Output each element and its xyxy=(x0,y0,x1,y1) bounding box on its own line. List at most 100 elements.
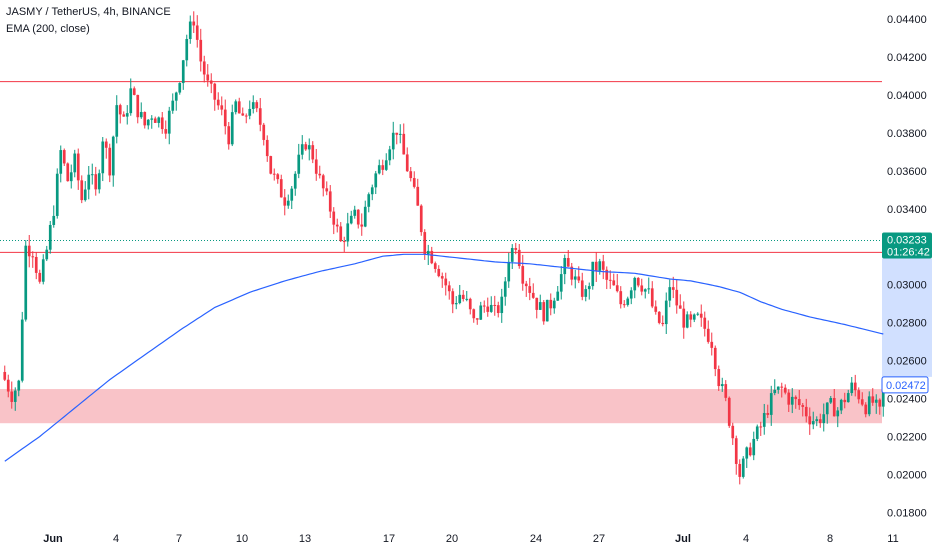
candle-body[interactable] xyxy=(290,188,294,201)
candle-body[interactable] xyxy=(556,291,560,301)
candle-body[interactable] xyxy=(388,149,392,161)
candle-body[interactable] xyxy=(188,21,192,39)
time-axis[interactable]: Jun 4 7 10 13 17 20 24 27 Jul 4 8 11 xyxy=(43,533,898,545)
candle-body[interactable] xyxy=(206,74,210,81)
candle-body[interactable] xyxy=(59,150,63,174)
candle-body[interactable] xyxy=(192,21,196,26)
candle-body[interactable] xyxy=(328,191,332,212)
candle-body[interactable] xyxy=(104,141,108,148)
candle-body[interactable] xyxy=(580,280,584,297)
candle-body[interactable] xyxy=(293,173,297,189)
candle-body[interactable] xyxy=(671,287,675,290)
candle-body[interactable] xyxy=(360,224,364,227)
candle-body[interactable] xyxy=(41,259,45,282)
candle-body[interactable] xyxy=(664,300,668,325)
candle-body[interactable] xyxy=(612,280,616,286)
candle-body[interactable] xyxy=(542,302,546,322)
candle-body[interactable] xyxy=(755,426,759,439)
candle-body[interactable] xyxy=(265,139,269,157)
candle-body[interactable] xyxy=(591,261,595,287)
candle-body[interactable] xyxy=(647,288,651,290)
candle-body[interactable] xyxy=(685,314,689,328)
candle-body[interactable] xyxy=(185,38,189,61)
candle-body[interactable] xyxy=(692,314,696,320)
candle-body[interactable] xyxy=(437,268,441,277)
candle-body[interactable] xyxy=(52,215,56,225)
candle-body[interactable] xyxy=(440,276,444,279)
candle-body[interactable] xyxy=(13,390,17,402)
candle-body[interactable] xyxy=(598,261,602,271)
candle-body[interactable] xyxy=(528,286,532,293)
candle-body[interactable] xyxy=(139,112,143,118)
candle-body[interactable] xyxy=(146,119,150,126)
candle-body[interactable] xyxy=(227,126,231,145)
candle-body[interactable] xyxy=(843,399,847,403)
candle-body[interactable] xyxy=(500,296,504,314)
candle-body[interactable] xyxy=(461,294,465,299)
candle-body[interactable] xyxy=(811,421,815,425)
candle-body[interactable] xyxy=(563,258,567,275)
candle-body[interactable] xyxy=(129,88,133,114)
candle-body[interactable] xyxy=(797,399,801,406)
candle-body[interactable] xyxy=(633,277,637,291)
candle-body[interactable] xyxy=(199,39,203,62)
candle-body[interactable] xyxy=(689,314,693,320)
candle-body[interactable] xyxy=(524,283,528,287)
candle-body[interactable] xyxy=(626,298,630,305)
candle-body[interactable] xyxy=(615,285,619,292)
candle-body[interactable] xyxy=(318,173,322,176)
candle-body[interactable] xyxy=(3,371,7,380)
candle-body[interactable] xyxy=(668,287,672,301)
candle-body[interactable] xyxy=(412,178,416,187)
candle-body[interactable] xyxy=(881,382,885,407)
candle-body[interactable] xyxy=(398,133,402,135)
candle-body[interactable] xyxy=(353,209,357,216)
candle-body[interactable] xyxy=(475,318,479,320)
candle-body[interactable] xyxy=(136,94,140,118)
candle-body[interactable] xyxy=(731,425,735,439)
candle-body[interactable] xyxy=(584,289,588,297)
candle-body[interactable] xyxy=(269,156,273,174)
candle-body[interactable] xyxy=(706,328,710,342)
candle-body[interactable] xyxy=(482,305,486,307)
candle-body[interactable] xyxy=(244,115,248,117)
candle-body[interactable] xyxy=(804,406,808,417)
candle-body[interactable] xyxy=(699,313,703,318)
candle-body[interactable] xyxy=(97,173,101,190)
candle-body[interactable] xyxy=(566,258,570,267)
candle-body[interactable] xyxy=(787,392,791,405)
candle-body[interactable] xyxy=(272,173,276,175)
candle-body[interactable] xyxy=(283,197,287,206)
candle-body[interactable] xyxy=(713,347,717,370)
candle-body[interactable] xyxy=(80,180,84,201)
candle-body[interactable] xyxy=(367,194,371,207)
candle-body[interactable] xyxy=(650,288,654,307)
candle-body[interactable] xyxy=(17,380,21,391)
candle-body[interactable] xyxy=(871,396,875,403)
candle-body[interactable] xyxy=(111,136,115,176)
candle-body[interactable] xyxy=(878,399,882,407)
candle-body[interactable] xyxy=(675,289,679,306)
candle-body[interactable] xyxy=(468,298,472,310)
candle-body[interactable] xyxy=(118,105,122,115)
candle-body[interactable] xyxy=(503,281,507,297)
candle-body[interactable] xyxy=(27,245,31,257)
candle-body[interactable] xyxy=(167,110,171,134)
candle-body[interactable] xyxy=(860,399,864,405)
candle-body[interactable] xyxy=(311,145,315,160)
candle-body[interactable] xyxy=(640,285,644,292)
candle-body[interactable] xyxy=(76,153,80,181)
candle-body[interactable] xyxy=(654,306,658,312)
candle-body[interactable] xyxy=(622,304,626,306)
candle-body[interactable] xyxy=(178,83,182,93)
candle-body[interactable] xyxy=(300,144,304,155)
candle-body[interactable] xyxy=(570,266,574,280)
candle-body[interactable] xyxy=(451,291,455,305)
candle-body[interactable] xyxy=(395,132,399,135)
candle-body[interactable] xyxy=(643,289,647,292)
candle-body[interactable] xyxy=(143,112,147,126)
candle-body[interactable] xyxy=(489,304,493,312)
candle-body[interactable] xyxy=(241,113,245,116)
candle-body[interactable] xyxy=(255,102,259,109)
candle-body[interactable] xyxy=(538,302,542,310)
